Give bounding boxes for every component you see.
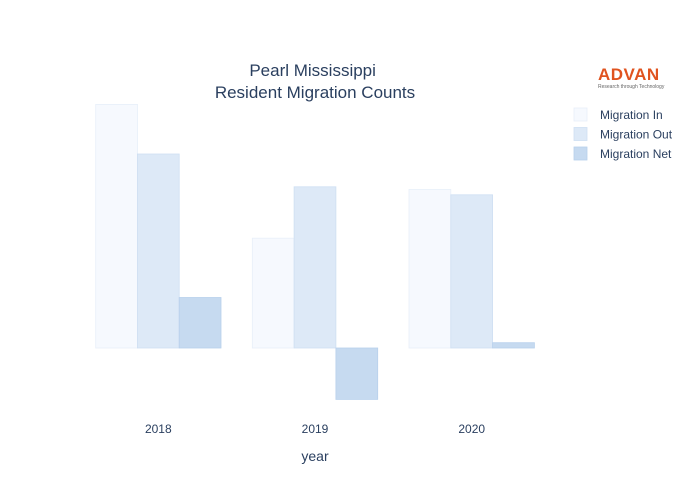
legend-swatch-migration-out[interactable] — [573, 127, 588, 141]
x-tick-label-2018: 2018 — [145, 422, 172, 436]
bar-migration-in-2018 — [95, 104, 138, 349]
bar-migration-net-2020 — [492, 342, 535, 349]
advan-logo: ADVAN Research through Technology — [598, 65, 674, 91]
bar-migration-net-2019 — [335, 347, 379, 400]
chart-title-line-1: Pearl Mississippi — [249, 61, 376, 80]
bar-migration-net-2018 — [178, 297, 222, 349]
bar-migration-out-2020 — [450, 194, 493, 349]
x-axis-tick-labels: 2018 2019 2020 — [145, 422, 485, 436]
chart-title: Pearl Mississippi Resident Migration Cou… — [215, 61, 415, 102]
legend-label-migration-out[interactable]: Migration Out — [600, 128, 673, 142]
bars-group — [95, 104, 535, 400]
legend-label-migration-net[interactable]: Migration Net — [600, 147, 672, 161]
legend-swatch-migration-in[interactable] — [573, 107, 588, 122]
legend-swatch-migration-net[interactable] — [573, 146, 588, 161]
x-axis-title: year — [301, 448, 329, 464]
logo-tagline: Research through Technology — [598, 84, 665, 90]
logo-wordmark: ADVAN — [598, 65, 660, 84]
bar-migration-out-2019 — [293, 186, 337, 349]
legend: Migration In Migration Out Migration Net — [573, 107, 673, 161]
x-tick-label-2019: 2019 — [302, 422, 329, 436]
bar-migration-in-2020 — [408, 189, 452, 349]
bar-migration-in-2019 — [251, 237, 295, 349]
legend-label-migration-in[interactable]: Migration In — [600, 108, 663, 122]
chart-title-line-2: Resident Migration Counts — [215, 83, 415, 102]
bar-migration-out-2018 — [136, 153, 180, 349]
x-tick-label-2020: 2020 — [458, 422, 485, 436]
